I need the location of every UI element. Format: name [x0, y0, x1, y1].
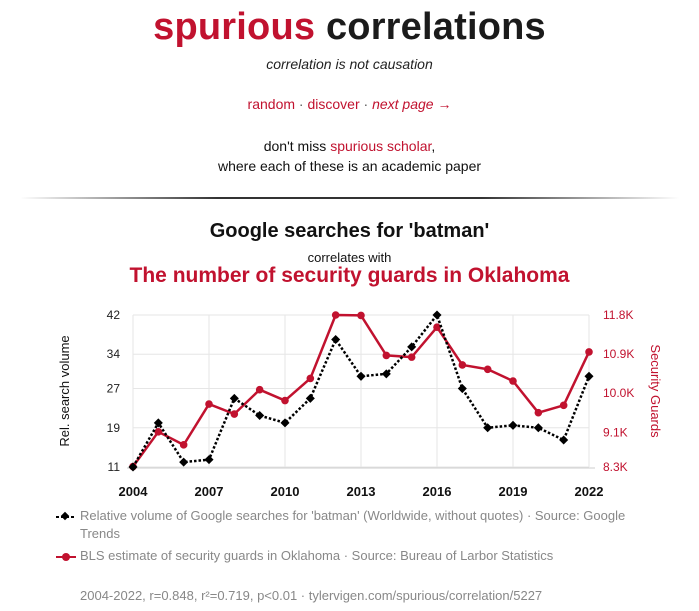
x-tick-label: 2016 [423, 484, 452, 499]
data-point-security-guards [306, 374, 315, 383]
promo-text: don't miss spurious scholar, where each … [0, 136, 699, 176]
x-tick-label: 2019 [499, 484, 528, 499]
data-point-security-guards [255, 385, 264, 394]
data-point-security-guards [281, 396, 289, 405]
site-title-dark: correlations [325, 6, 546, 48]
x-tick-label: 2013 [347, 484, 376, 499]
data-point-batman-searches [432, 310, 442, 320]
data-point-security-guards [483, 365, 492, 374]
y-left-tick-label: 34 [107, 347, 121, 361]
y-right-tick-label: 11.8K [603, 308, 633, 322]
chart-correlates-with: correlates with [307, 250, 392, 265]
data-point-security-guards [331, 311, 340, 319]
data-point-security-guards [585, 348, 593, 356]
data-point-batman-searches [229, 393, 239, 403]
x-tick-label: 2007 [195, 484, 224, 499]
legend-item-searches: Relative volume of Google searches for '… [56, 507, 656, 543]
y-left-tick-label: 19 [107, 421, 121, 435]
nav-separator: · [295, 96, 308, 112]
y-left-axis-label: Rel. search volume [57, 335, 72, 446]
nav-links: random · discover · next page → [0, 96, 699, 112]
data-point-security-guards [230, 410, 239, 418]
data-point-batman-searches [381, 369, 391, 379]
x-tick-label: 2022 [575, 484, 604, 499]
site-title[interactable]: spurious correlations [0, 6, 699, 49]
next-page-link[interactable]: next page → [372, 96, 452, 112]
correlation-chart: 11 19 27 34 42 8.3K 9.1K 10.0K 10.9K 11.8K 2004 200… [57, 308, 663, 499]
data-point-security-guards [559, 401, 568, 410]
data-point-batman-searches [356, 371, 366, 381]
chart-title: Google searches for 'batman' [209, 220, 490, 242]
tagline: correlation is not causation [266, 56, 433, 72]
data-point-batman-searches [508, 420, 518, 430]
data-point-security-guards [154, 428, 163, 436]
discover-link[interactable]: discover [307, 96, 360, 112]
data-point-batman-searches [559, 435, 569, 445]
data-point-batman-searches [305, 393, 315, 403]
data-point-security-guards [458, 361, 467, 369]
promo-line2: where each of these is an academic paper [217, 158, 482, 174]
legend-item-guards: BLS estimate of security guards in Oklah… [56, 547, 656, 565]
y-left-tick-label: 42 [107, 308, 121, 322]
chart-footer: 2004-2022, r=0.848, r²=0.719, p<0.01 · t… [80, 588, 543, 603]
x-tick-label: 2004 [119, 484, 149, 499]
data-point-batman-searches [584, 371, 594, 381]
data-point-batman-searches [255, 410, 265, 421]
data-point-security-guards [205, 400, 213, 408]
y-right-tick-label: 10.9K [603, 347, 634, 361]
data-point-security-guards [509, 377, 517, 385]
data-point-security-guards [357, 311, 365, 320]
y-right-tick-label: 8.3K [603, 460, 628, 474]
data-point-batman-searches [483, 423, 493, 433]
data-point-security-guards [179, 441, 188, 449]
random-link[interactable]: random [247, 96, 296, 112]
nav-separator: · [359, 96, 373, 112]
data-point-security-guards [407, 353, 416, 361]
y-right-tick-label: 9.1K [603, 425, 628, 439]
data-point-batman-searches [204, 455, 214, 465]
chart-subtitle: The number of security guards in Oklahom… [129, 264, 570, 287]
legend-marker-searches [56, 511, 76, 521]
data-point-batman-searches [407, 342, 417, 352]
data-point-security-guards [534, 408, 543, 417]
legend-label-searches: Relative volume of Google searches for '… [80, 508, 626, 541]
data-point-security-guards [382, 351, 391, 360]
legend-label-guards: BLS estimate of security guards in Oklah… [80, 548, 554, 563]
data-point-batman-searches [457, 384, 467, 394]
data-point-batman-searches [533, 423, 543, 433]
data-point-security-guards [433, 323, 441, 331]
y-right-axis-label: Security Guards [648, 344, 663, 438]
site-title-red: spurious [153, 6, 316, 48]
data-point-batman-searches [179, 457, 189, 467]
data-point-batman-searches [280, 418, 290, 428]
data-point-batman-searches [331, 334, 341, 345]
divider [20, 197, 679, 199]
y-left-tick-label: 11 [108, 460, 121, 474]
promo-suffix: , [431, 138, 436, 154]
spurious-scholar-link[interactable]: spurious scholar [330, 138, 432, 154]
y-right-tick-label: 10.0K [603, 386, 634, 400]
y-left-tick-label: 27 [107, 382, 121, 396]
x-tick-label: 2010 [271, 484, 300, 499]
promo-prefix: don't miss [263, 138, 331, 154]
legend-marker-guards [56, 553, 76, 561]
